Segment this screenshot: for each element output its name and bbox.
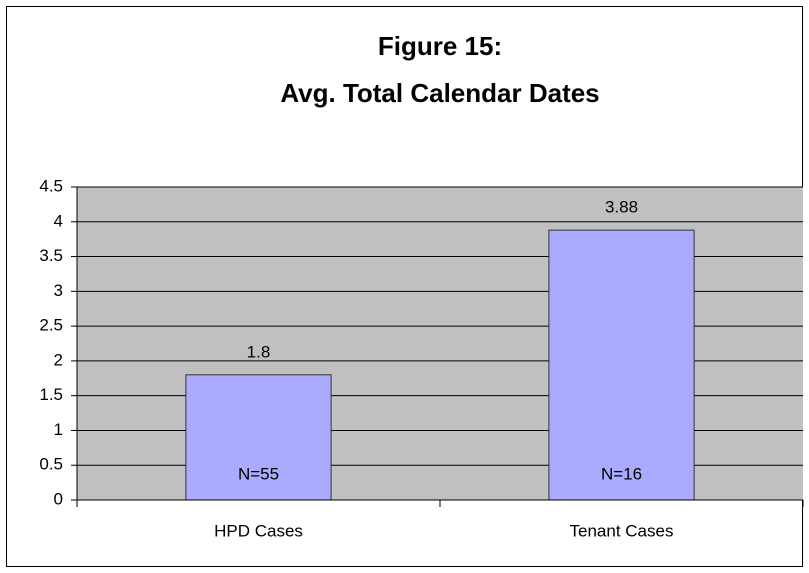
y-tick-label: 0 [54,489,63,508]
chart-title: Figure 15: [378,31,502,61]
y-tick-label: 2 [54,350,63,369]
y-tick-label: 2.5 [39,316,63,335]
y-tick-label: 1 [54,420,63,439]
chart-title: Avg. Total Calendar Dates [280,78,599,108]
bar-note: N=16 [601,464,642,483]
bar-note: N=55 [238,464,279,483]
x-tick-label: Tenant Cases [570,521,674,540]
bar [548,229,695,501]
y-tick-label: 1.5 [39,385,63,404]
data-label: 3.88 [605,198,638,217]
data-label: 1.8 [247,342,271,361]
y-tick-label: 4 [54,211,63,230]
y-tick-label: 4.5 [39,176,63,195]
y-tick-label: 3 [54,281,63,300]
y-tick-label: 3.5 [39,246,63,265]
bar [185,374,332,501]
y-tick-label: 0.5 [39,455,63,474]
x-tick-label: HPD Cases [214,521,303,540]
